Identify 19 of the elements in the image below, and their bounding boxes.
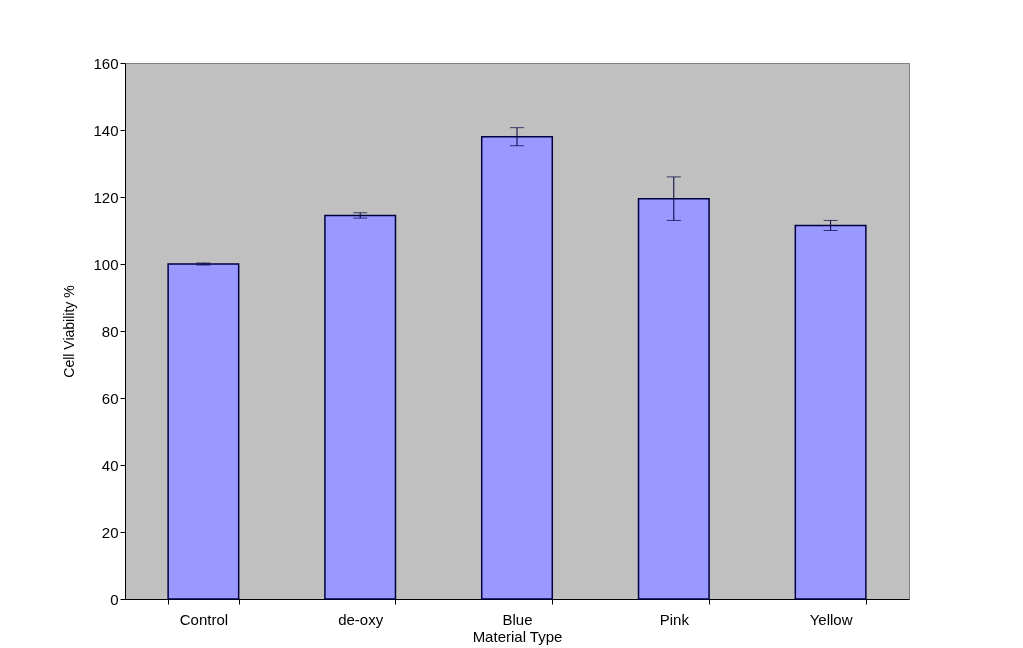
x-tick-label: de-oxy (338, 610, 384, 628)
bar (167, 263, 240, 600)
x-tick-label: Blue (502, 610, 533, 628)
y-tick-label: 60 (101, 389, 119, 407)
bar (324, 214, 397, 600)
x-tick-label: Yellow (809, 610, 853, 628)
y-axis-title: Cell Viability % (61, 285, 78, 378)
y-tick-label: 0 (110, 590, 119, 608)
bar (794, 224, 867, 600)
y-tick-label: 80 (101, 322, 119, 340)
x-tick-label: Pink (659, 610, 690, 628)
x-axis-title: Material Type (472, 627, 563, 645)
y-tick-label: 100 (93, 255, 119, 273)
y-tick-label: 140 (93, 121, 119, 139)
y-tick-label: 40 (101, 456, 119, 474)
x-tick-label: Control (179, 610, 229, 628)
y-tick-label: 160 (93, 54, 119, 72)
y-tick-label: 20 (101, 523, 119, 541)
y-tick-label: 120 (93, 188, 119, 206)
